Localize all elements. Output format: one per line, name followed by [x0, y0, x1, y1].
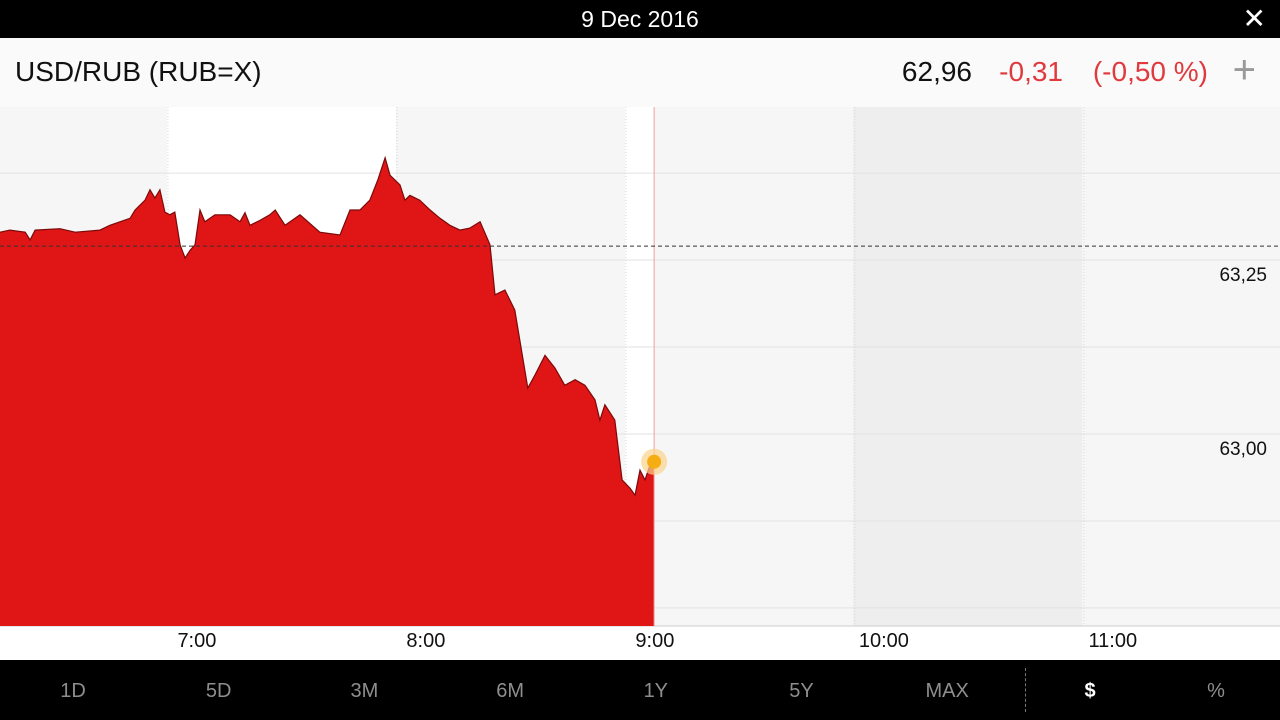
change: -0,31 — [999, 56, 1063, 87]
y-tick-label: 63,25 — [1219, 265, 1267, 286]
x-tick-label: 9:00 — [635, 630, 674, 652]
change-percent: (-0,50 %) — [1092, 56, 1208, 87]
add-button[interactable]: + — [1232, 48, 1256, 92]
range-button[interactable]: $ — [1084, 680, 1096, 702]
range-button[interactable]: 1Y — [643, 680, 669, 702]
symbol: USD/RUB (RUB=X) — [15, 56, 262, 87]
x-tick-label: 10:00 — [859, 630, 909, 652]
y-tick-label: 63,00 — [1219, 439, 1267, 460]
close-button[interactable]: ✕ — [1242, 3, 1266, 34]
session-band — [853, 107, 1082, 626]
bottom-bar: 1D 5D 3M 6M 1Y 5Y MAX $% — [0, 660, 1280, 720]
range-button[interactable]: 5D — [205, 680, 232, 702]
price: 62,96 — [901, 56, 972, 87]
range-button[interactable]: MAX — [925, 680, 969, 702]
top-bar: 9 Dec 2016 ✕ — [0, 0, 1280, 38]
range-button[interactable]: 6M — [496, 680, 524, 702]
chart: 7:00 8:00 9:00 10:00 11:00 63,25 63,00 — [0, 107, 1280, 660]
line — [0, 155, 655, 497]
last-point — [647, 454, 662, 469]
area — [0, 157, 655, 627]
separator — [1025, 668, 1026, 712]
x-tick-label: 7:00 — [177, 630, 216, 652]
quote-row: USD/RUB (RUB=X) 62,96 -0,31 (-0,50 %) + — [0, 38, 1280, 107]
date-title: 9 Dec 2016 — [581, 6, 699, 32]
x-axis-strip — [0, 626, 1280, 660]
range-button[interactable]: 3M — [350, 680, 379, 702]
range-button[interactable]: 1D — [60, 680, 86, 702]
x-tick-label: 8:00 — [406, 630, 445, 652]
x-tick-label: 11:00 — [1089, 630, 1138, 652]
range-button[interactable]: % — [1207, 680, 1225, 702]
range-button[interactable]: 5Y — [789, 680, 814, 702]
